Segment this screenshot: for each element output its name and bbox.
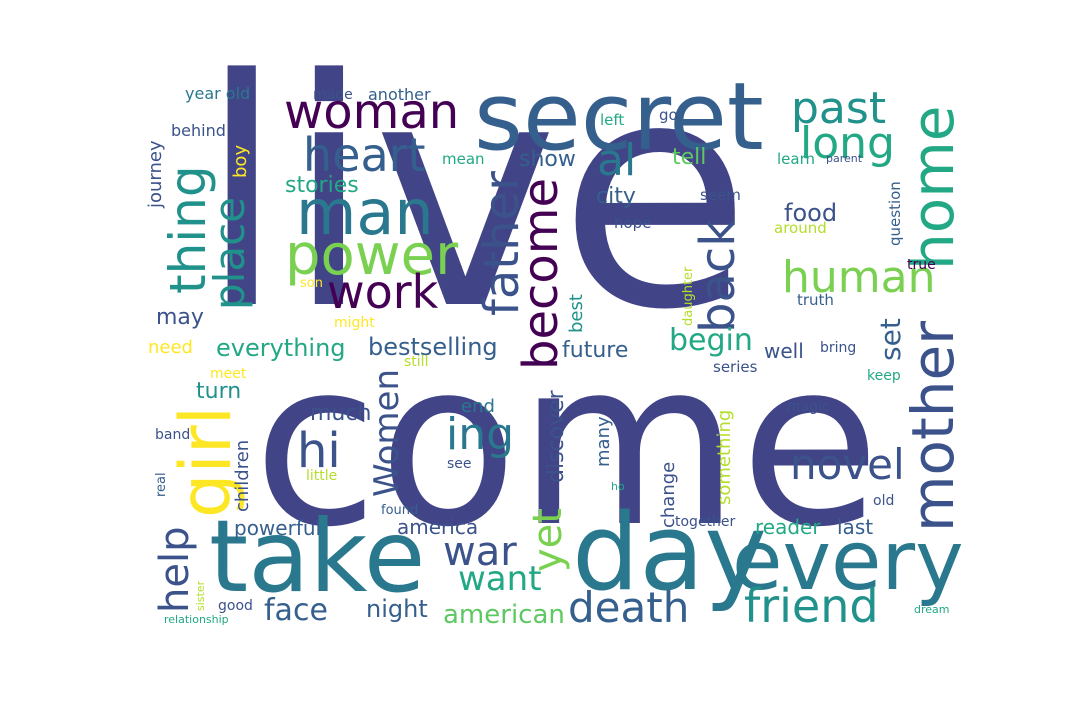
cloud-word: face <box>264 593 328 628</box>
cloud-word: sister <box>194 580 207 611</box>
cloud-word: series <box>713 358 758 376</box>
cloud-word: home <box>899 105 967 270</box>
cloud-word: need <box>148 337 193 358</box>
cloud-word: magic <box>787 399 830 415</box>
cloud-word: become <box>513 177 569 370</box>
cloud-word: boy <box>230 144 251 178</box>
cloud-word: food <box>784 199 838 227</box>
cloud-word: secret <box>474 63 764 172</box>
cloud-word: real <box>154 472 169 497</box>
cloud-word: place <box>205 197 254 310</box>
cloud-word: hope <box>614 214 652 232</box>
cloud-word: something <box>714 409 735 505</box>
cloud-word: death <box>568 583 690 632</box>
cloud-word: help <box>152 526 198 613</box>
cloud-word: truth <box>797 291 834 309</box>
cloud-word: mean <box>442 150 485 168</box>
cloud-word: made <box>313 87 353 103</box>
cloud-word: parent <box>826 152 863 165</box>
cloud-word: might <box>334 315 375 331</box>
cloud-word: stories <box>285 173 359 198</box>
cloud-word: mother <box>899 320 967 532</box>
cloud-word: ho <box>611 480 625 493</box>
cloud-word: friend <box>744 579 879 633</box>
cloud-word: everything <box>216 334 346 362</box>
cloud-word: begin <box>669 323 753 358</box>
cloud-word: last <box>837 515 874 539</box>
cloud-word: best <box>566 294 587 333</box>
cloud-word: ing <box>446 409 515 460</box>
cloud-word: found <box>381 503 419 518</box>
cloud-word: human <box>782 252 936 303</box>
cloud-word: relationship <box>164 613 229 626</box>
cloud-word: come <box>253 311 881 577</box>
cloud-word: american <box>443 600 565 630</box>
cloud-word: children <box>232 439 253 512</box>
cloud-word: meet <box>210 366 247 382</box>
cloud-word: show <box>519 147 576 172</box>
cloud-word: son <box>300 276 323 291</box>
cloud-word: future <box>562 338 629 363</box>
cloud-word: much <box>310 401 372 426</box>
cloud-word: band <box>155 427 191 443</box>
cloud-word: turn <box>196 379 242 404</box>
cloud-word: city <box>596 184 636 209</box>
cloud-word: good <box>218 598 253 614</box>
cloud-word: bring <box>820 340 857 356</box>
cloud-word: set <box>874 318 907 361</box>
cloud-word: al <box>597 135 637 186</box>
cloud-word: daughter <box>681 266 696 326</box>
cloud-word: together <box>675 514 736 530</box>
cloud-word: work <box>327 265 439 319</box>
cloud-word: may <box>156 305 204 330</box>
cloud-word: powerful <box>234 516 322 540</box>
cloud-word: question <box>886 181 904 246</box>
cloud-word: past <box>791 83 887 134</box>
cloud-word: dream <box>914 603 950 616</box>
cloud-word: year old <box>185 84 251 103</box>
cloud-word: still <box>404 354 429 370</box>
cloud-word: reader <box>755 515 821 539</box>
cloud-word: yet <box>525 508 571 572</box>
cloud-word: Women <box>367 368 407 497</box>
cloud-word: bestselling <box>368 333 498 361</box>
cloud-word: journey <box>145 140 166 208</box>
cloud-word: another <box>368 85 431 104</box>
cloud-word: take <box>209 498 426 615</box>
cloud-word: tell <box>672 145 707 170</box>
cloud-word: novel <box>790 440 905 489</box>
cloud-word: seem <box>700 186 741 204</box>
cloud-word: left <box>600 111 625 129</box>
cloud-word: back <box>690 218 746 333</box>
cloud-word: man <box>296 176 434 249</box>
cloud-word: want <box>458 559 542 599</box>
cloud-word: every <box>732 514 964 609</box>
cloud-word: many <box>593 416 614 467</box>
cloud-word: end <box>461 396 495 417</box>
cloud-word: power <box>285 223 459 288</box>
cloud-word: discover <box>544 390 569 483</box>
cloud-word: day <box>572 491 767 614</box>
cloud-word: girl <box>165 405 247 518</box>
cloud-word: around <box>774 219 827 237</box>
cloud-word: learn <box>777 150 815 168</box>
cloud-word: america <box>397 515 479 539</box>
cloud-word: old <box>873 493 895 509</box>
cloud-word: long <box>800 118 895 169</box>
cloud-word: little <box>306 468 338 484</box>
cloud-word: behind <box>171 121 226 140</box>
cloud-word: go <box>659 106 678 124</box>
cloud-word: woman <box>284 84 460 140</box>
cloud-word: night <box>366 595 428 623</box>
cloud-word: hi <box>297 423 341 479</box>
cloud-word: well <box>764 339 804 363</box>
cloud-word: heart <box>303 128 426 182</box>
cloud-word: war <box>443 529 517 575</box>
cloud-word: keep <box>867 368 901 384</box>
cloud-word: true <box>907 257 936 273</box>
cloud-word: see <box>447 456 472 472</box>
cloud-word: live <box>198 14 752 379</box>
